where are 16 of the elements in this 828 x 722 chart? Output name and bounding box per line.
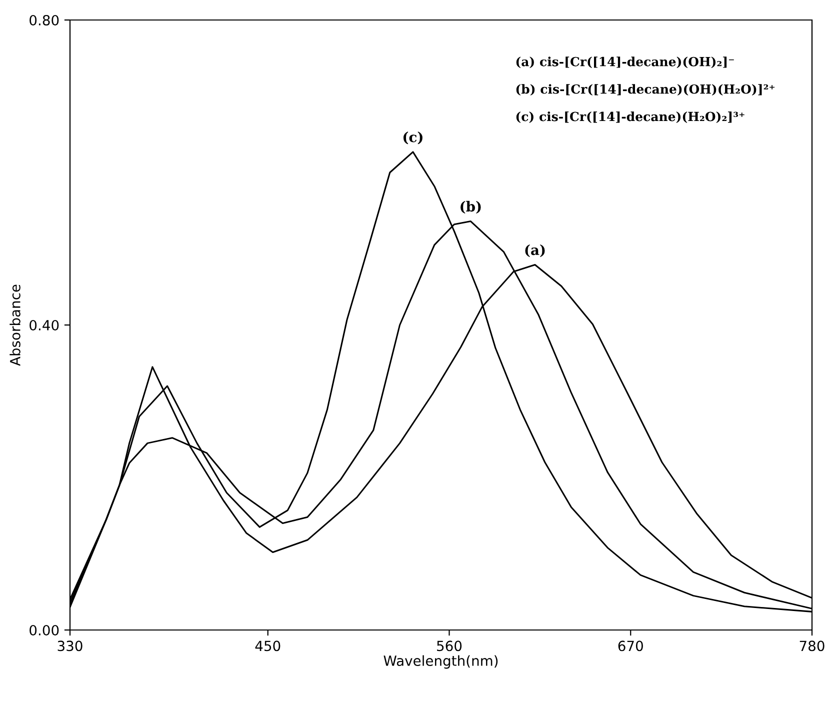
x-tick-label: 560: [437, 640, 462, 652]
series-label: (a): [525, 244, 545, 258]
annotation: (a) cis-[Cr([14]-decane)(OH)₂]⁻: [516, 56, 734, 68]
annotation: (b) cis-[Cr([14]-decane)(OH)(H₂O)]²⁺: [516, 84, 775, 96]
x-tick-label: 330: [58, 640, 82, 652]
y-tick-label: 0.80: [30, 14, 59, 26]
x-axis-title: Wavelength(nm): [384, 655, 498, 669]
series-label: (b): [460, 200, 481, 214]
y-axis-title: Absorbance: [10, 284, 20, 366]
x-tick-label: 780: [800, 640, 824, 652]
series-label: (c): [403, 132, 422, 144]
y-tick-label: 0.40: [30, 320, 59, 330]
y-tick-label: 0.00: [30, 624, 59, 636]
x-tick-label: 450: [255, 640, 280, 652]
x-tick-label: 670: [618, 640, 643, 652]
annotation: (c) cis-[Cr([14]-decane)(H₂O)₂]³⁺: [516, 112, 744, 123]
